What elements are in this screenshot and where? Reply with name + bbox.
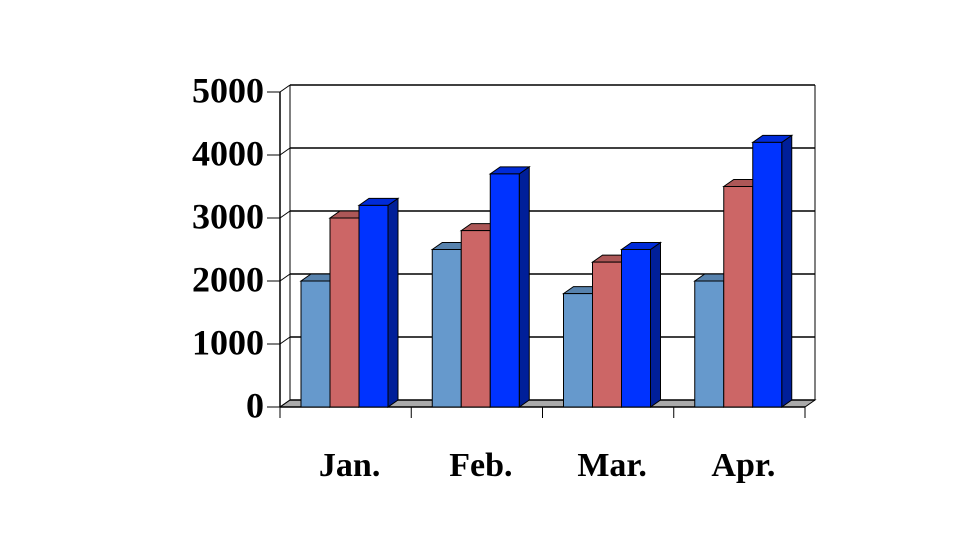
x-tick-label: Apr. [711, 447, 775, 484]
grid-line-side [279, 399, 291, 408]
bar [488, 165, 531, 408]
bar-front [752, 141, 783, 408]
bar-front [694, 280, 725, 408]
y-tick-label: 1000 [192, 322, 264, 362]
y-tick-label: 0 [246, 385, 264, 425]
bar-front [358, 204, 389, 408]
grid-line-side [279, 84, 291, 93]
bar-front [489, 173, 520, 408]
bar-side [387, 197, 399, 408]
grid-line-side [279, 336, 291, 345]
grid-line-side [279, 147, 291, 156]
bar [619, 241, 663, 408]
bar-front [329, 217, 360, 408]
bar-side [650, 241, 661, 408]
x-tick-label: Mar. [577, 447, 647, 484]
y-tick-label: 5000 [192, 70, 264, 110]
x-tick-label: Feb. [449, 447, 512, 484]
bar-front [723, 186, 754, 408]
y-tick-label: 4000 [192, 133, 264, 173]
bar-front [621, 249, 651, 408]
bar-side [781, 134, 793, 408]
grid-line-side [279, 210, 291, 219]
x-tick-label: Jan. [319, 447, 380, 484]
bar-front [592, 261, 622, 408]
grid-line-side [279, 273, 291, 282]
y-tick-label: 2000 [192, 259, 264, 299]
bar-side [518, 165, 530, 408]
bar-front [300, 280, 331, 408]
bar-front [431, 249, 462, 408]
y-tick-label: 3000 [192, 196, 264, 236]
bar-front [460, 230, 491, 408]
bar-front [563, 293, 593, 408]
bar [751, 134, 794, 408]
bar [357, 197, 400, 408]
